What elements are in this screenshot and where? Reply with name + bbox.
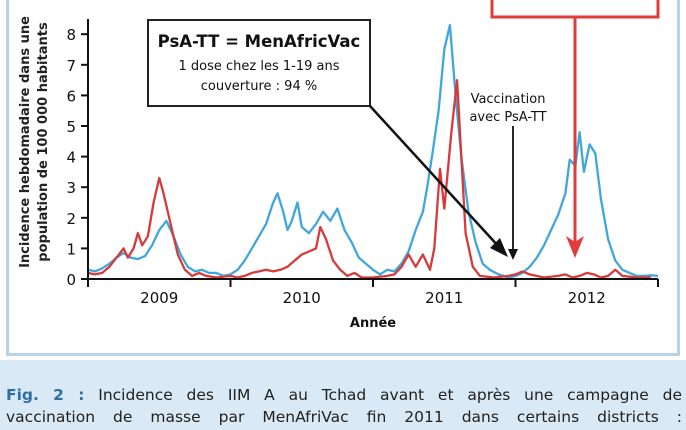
y-tick-label: 7 xyxy=(66,57,76,75)
x-year-label: 2009 xyxy=(140,289,178,307)
annotation-pointer-line xyxy=(369,105,501,249)
x-year-label: 2010 xyxy=(283,289,321,307)
annotation-pointer-arrowhead xyxy=(490,238,508,257)
caption-figure-label: Fig. 2 : xyxy=(6,386,85,404)
y-tick-label: 0 xyxy=(66,271,76,289)
y-axis-label-group: Incidence hebdomadaire dans une populati… xyxy=(18,16,51,268)
x-axis-label: Année xyxy=(350,316,396,331)
series-line-1 xyxy=(87,78,651,279)
y-axis-label-line-2: population de 100 000 habitants xyxy=(36,22,51,262)
y-tick-label: 2 xyxy=(66,210,76,228)
annotation-line-2: couverture : 94 % xyxy=(201,79,317,94)
y-tick-label: 6 xyxy=(66,87,76,105)
red-annotation-box xyxy=(490,0,660,19)
incidence-chart: Incidence hebdomadaire dans une populati… xyxy=(18,0,660,331)
annotation-box xyxy=(147,19,371,107)
caption-line-2: vaccination de masse par MenAfriVac fin … xyxy=(6,408,682,426)
x-year-label: 2012 xyxy=(568,289,606,307)
y-tick-label: 4 xyxy=(66,149,76,167)
y-tick-label: 1 xyxy=(66,240,76,258)
vaccination-label-line-1: Vaccination xyxy=(471,92,546,107)
red-arrowhead xyxy=(566,236,584,258)
figure-panel: Incidence hebdomadaire dans une populati… xyxy=(0,0,686,360)
figure-caption: Fig. 2 : Incidence des IIM A au Tchad av… xyxy=(6,384,682,428)
x-year-label: 2011 xyxy=(425,289,463,307)
vaccination-label-line-2: avec PsA-TT xyxy=(469,110,546,125)
y-tick-label: 5 xyxy=(66,118,76,136)
y-tick-label: 8 xyxy=(66,26,76,44)
caption-line-1: Fig. 2 : Incidence des IIM A au Tchad av… xyxy=(6,384,682,406)
vaccination-marker-arrowhead xyxy=(508,249,518,260)
caption-line-1-text: Incidence des IIM A au Tchad avant et ap… xyxy=(98,386,682,404)
series-line-0 xyxy=(87,23,659,279)
annotation-title: PsA-TT = MenAfricVac xyxy=(158,32,361,51)
y-tick-label: 3 xyxy=(66,179,76,197)
y-axis-label-line-1: Incidence hebdomadaire dans une xyxy=(18,16,33,268)
annotation-line-1: 1 dose chez les 1-19 ans xyxy=(179,59,340,74)
